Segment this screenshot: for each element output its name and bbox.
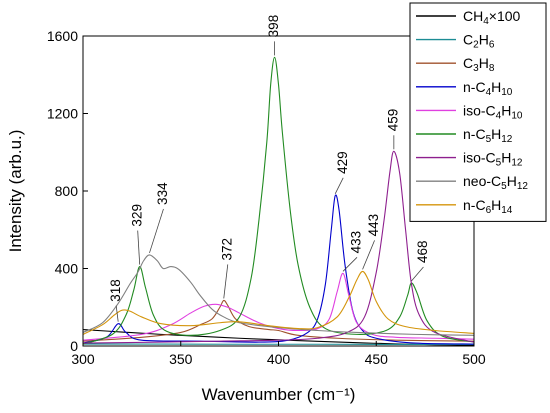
series-line-iso-c5h12 [82,150,475,344]
peak-label: 398 [266,15,281,38]
peak-label: 372 [219,238,234,261]
series-line-c3h8 [82,299,475,342]
x-tick-label: 450 [365,351,389,367]
peak-label: 468 [415,241,430,264]
legend-label: iso-C5H12 [463,150,523,169]
peak-leader-line [115,305,119,322]
peak-label: 433 [349,231,364,254]
y-axis-title: Intensity (arb.u.) [6,130,25,253]
axis-ticks: 300 350 400 450 500 0 400 800 1200 1600 [47,28,486,367]
peak-leader-line [137,230,141,265]
series-line-n-c5h12 [82,56,475,345]
legend-label: neo-C5H12 [463,173,528,192]
legend-label: C2H6 [463,32,495,51]
series-line-neo-c5h12 [82,254,475,336]
peak-label: 429 [335,151,350,174]
legend-label: iso-C4H10 [463,102,523,121]
peak-label: 318 [108,279,123,302]
peak-label: 443 [366,214,381,237]
peak-leader-line [223,264,229,299]
x-axis-title: Wavenumber (cm⁻¹) [202,385,356,404]
peak-label: 329 [129,204,144,227]
peak-leader-line [334,177,344,195]
x-tick-label: 500 [462,351,486,367]
legend-label: n-C4H10 [463,79,513,98]
peak-leader-line [342,257,358,272]
y-tick-label: 0 [70,338,78,354]
x-tick-label: 300 [71,351,95,367]
peak-leader-line [362,240,375,270]
x-tick-label: 400 [267,351,291,367]
peak-leader-line [149,208,164,254]
legend-label: n-C6H14 [463,197,513,216]
peak-label: 334 [155,182,170,205]
series-line-n-c6h14 [82,270,475,335]
y-tick-label: 1200 [47,106,78,122]
peak-leader-line [411,266,424,282]
series-line-n-c4h10 [82,194,475,345]
legend-label: C3H8 [463,55,495,74]
y-tick-label: 1600 [47,28,78,44]
y-tick-label: 400 [55,261,79,277]
legend-label: CH4×100 [463,8,521,27]
series-line-iso-c4h10 [82,272,475,341]
legend: CH4×100 C2H6 C3H8 n-C4H10 iso-C4H10 n-C5H12 is… [409,2,547,222]
y-tick-label: 800 [55,183,79,199]
series-curves [82,56,475,346]
peak-label: 459 [385,109,400,132]
legend-label: n-C5H12 [463,126,513,145]
x-tick-label: 350 [169,351,193,367]
